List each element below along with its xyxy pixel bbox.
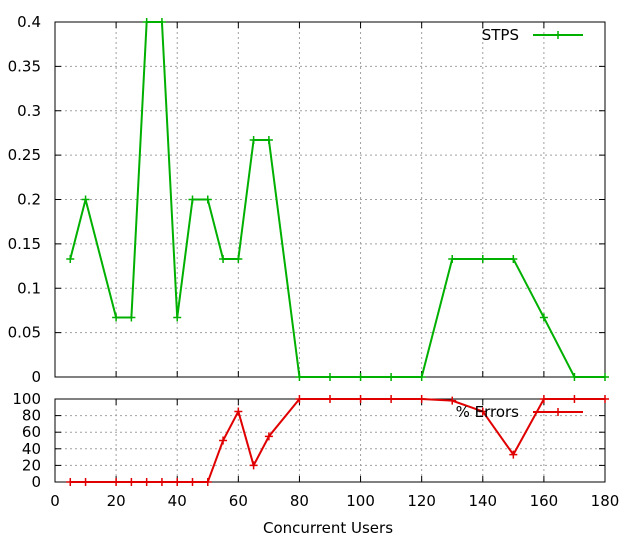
data-point bbox=[539, 313, 548, 322]
data-point bbox=[219, 254, 228, 263]
y-tick-label: 0 bbox=[31, 473, 41, 491]
data-point bbox=[203, 478, 212, 486]
data-point bbox=[326, 395, 334, 403]
x-tick-label: 160 bbox=[530, 492, 559, 510]
data-point bbox=[157, 478, 166, 486]
y-tick-label: 0.3 bbox=[17, 102, 41, 120]
data-point bbox=[601, 373, 609, 381]
data-point bbox=[478, 254, 487, 263]
data-point bbox=[539, 395, 548, 403]
data-point bbox=[387, 395, 396, 403]
data-point bbox=[66, 254, 75, 263]
y-tick-label: 0.05 bbox=[8, 324, 41, 342]
x-tick-label: 40 bbox=[168, 492, 187, 510]
x-tick-label: 120 bbox=[407, 492, 436, 510]
y-tick-label: 0.25 bbox=[8, 146, 41, 164]
data-point bbox=[264, 432, 273, 441]
x-tick-label: 20 bbox=[107, 492, 126, 510]
data-point bbox=[448, 254, 457, 263]
data-point bbox=[112, 313, 121, 322]
series-line bbox=[69, 21, 605, 378]
data-point bbox=[66, 478, 75, 486]
y-tick-label: 20 bbox=[22, 456, 41, 474]
data-point bbox=[295, 373, 304, 381]
data-point bbox=[112, 478, 121, 486]
data-point bbox=[478, 407, 487, 416]
data-point bbox=[387, 373, 396, 381]
legend-label: STPS bbox=[482, 26, 519, 44]
y-tick-label: 0.1 bbox=[17, 279, 41, 297]
data-point bbox=[127, 313, 136, 322]
data-point bbox=[356, 373, 365, 381]
legend-label: % Errors bbox=[456, 403, 520, 421]
data-point bbox=[509, 254, 518, 263]
y-tick-label: 0.4 bbox=[17, 13, 41, 31]
plot-frame bbox=[54, 398, 606, 483]
data-point bbox=[326, 373, 334, 381]
data-point bbox=[356, 395, 365, 403]
data-point bbox=[234, 254, 243, 263]
x-axis-label: Concurrent Users bbox=[263, 519, 393, 537]
y-tick-label: 0.15 bbox=[8, 235, 41, 253]
data-point bbox=[417, 395, 426, 403]
data-point bbox=[173, 478, 182, 486]
x-tick-label: 180 bbox=[591, 492, 620, 510]
x-tick-label: 100 bbox=[346, 492, 375, 510]
y-tick-label: 40 bbox=[22, 440, 41, 458]
y-tick-label: 0.2 bbox=[17, 191, 41, 209]
data-point bbox=[157, 18, 166, 26]
y-tick-label: 0 bbox=[31, 368, 41, 386]
y-tick-label: 100 bbox=[12, 390, 41, 408]
data-point bbox=[142, 478, 151, 486]
data-point bbox=[570, 395, 579, 403]
data-point bbox=[509, 450, 518, 459]
data-point bbox=[127, 478, 136, 486]
legend-marker bbox=[554, 31, 562, 39]
data-point bbox=[570, 373, 579, 381]
data-point bbox=[81, 195, 90, 204]
stps-panel: 0 0.05 0.1 0.15 0.2 0.25 0.3 0.35 0.4 STPS bbox=[8, 13, 609, 386]
data-point bbox=[249, 461, 258, 470]
data-point bbox=[601, 395, 609, 403]
data-point bbox=[203, 195, 212, 204]
data-point bbox=[448, 396, 457, 405]
x-tick-label: 140 bbox=[468, 492, 497, 510]
data-point bbox=[173, 313, 182, 322]
y-tick-label: 0.35 bbox=[8, 57, 41, 75]
data-point bbox=[417, 373, 426, 381]
data-point bbox=[188, 478, 197, 486]
data-point bbox=[264, 136, 273, 145]
data-point bbox=[219, 436, 228, 445]
legend-marker bbox=[554, 408, 562, 416]
data-point bbox=[81, 478, 90, 486]
data-point bbox=[295, 395, 304, 403]
x-tick-label: 0 bbox=[50, 492, 60, 510]
data-point bbox=[234, 407, 243, 416]
y-tick-label: 60 bbox=[22, 423, 41, 441]
series-line bbox=[70, 398, 605, 483]
data-point bbox=[249, 136, 258, 145]
x-tick-label: 60 bbox=[229, 492, 248, 510]
x-tick-label: 80 bbox=[290, 492, 309, 510]
data-point bbox=[188, 195, 197, 204]
y-tick-label: 80 bbox=[22, 407, 41, 425]
data-point bbox=[142, 18, 151, 26]
